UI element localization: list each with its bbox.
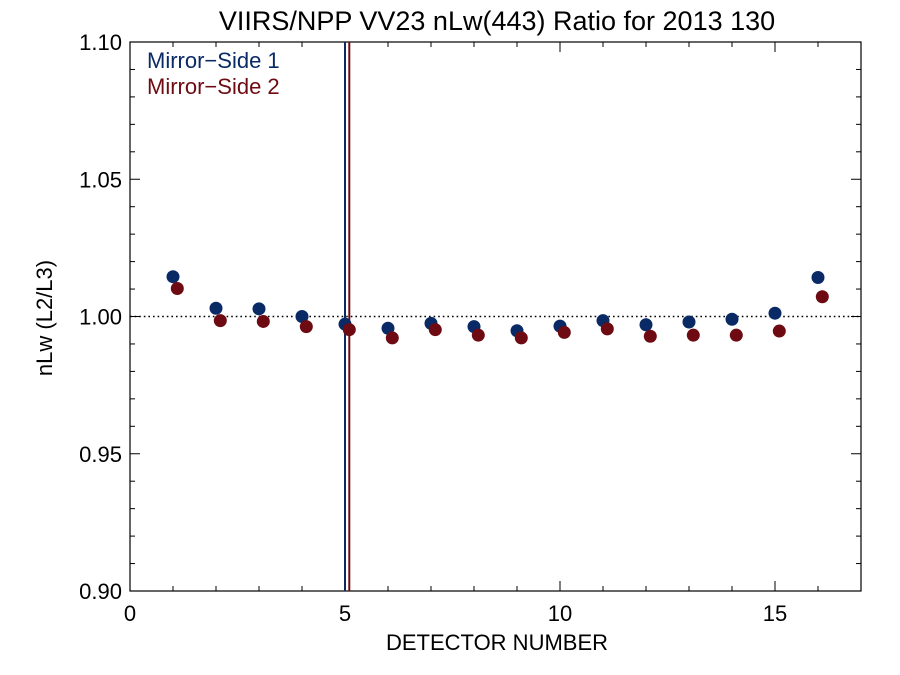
x-tick-label: 5 <box>339 601 351 626</box>
mirror-side-2-point <box>557 325 571 339</box>
mirror-side-1-point <box>209 301 223 315</box>
mirror-side-2-point <box>772 324 786 338</box>
chart-title: VIIRS/NPP VV23 nLw(443) Ratio for 2013 1… <box>219 6 775 36</box>
mirror-side-2-point <box>471 328 485 342</box>
mirror-side-1-point <box>166 270 180 284</box>
y-tick-label: 1.05 <box>79 167 122 192</box>
x-tick-label: 10 <box>548 601 572 626</box>
x-tick-label: 0 <box>124 601 136 626</box>
mirror-side-1-point <box>768 306 782 320</box>
mirror-side-2-point <box>213 314 227 328</box>
y-tick-label: 1.00 <box>79 305 122 330</box>
mirror-side-2-point <box>256 314 270 328</box>
mirror-side-1-point <box>682 315 696 329</box>
y-tick-label: 0.95 <box>79 442 122 467</box>
y-tick-label: 1.10 <box>79 30 122 55</box>
legend-entry-mirror-side-1: Mirror−Side 1 <box>147 48 280 73</box>
mirror-side-2-point <box>342 323 356 337</box>
mirror-side-2-point <box>729 328 743 342</box>
mirror-side-1-point <box>295 310 309 323</box>
y-tick-label: 0.90 <box>79 579 122 604</box>
y-axis-label: nLw (L2/L3) <box>32 260 57 376</box>
mirror-side-1-point <box>252 302 266 316</box>
legend-entry-mirror-side-2: Mirror−Side 2 <box>147 74 280 99</box>
mirror-side-1-point <box>811 271 825 285</box>
mirror-side-2-point <box>686 328 700 342</box>
x-axis-label: DETECTOR NUMBER <box>386 630 608 655</box>
mirror-side-1-point <box>725 312 739 326</box>
mirror-side-2-point <box>815 290 829 304</box>
mirror-side-2-point <box>170 282 184 296</box>
mirror-side-2-point <box>385 331 399 345</box>
mirror-side-2-point <box>643 329 657 343</box>
mirror-side-2-point <box>299 320 313 334</box>
plot-area: 0 5 10 15 0.90 0.95 1.00 1.05 1.10 <box>79 30 862 626</box>
mirror-side-2-point <box>428 323 442 337</box>
mirror-side-2-point <box>514 331 528 345</box>
mirror-side-1-point <box>639 318 653 332</box>
x-tick-label: 15 <box>763 601 787 626</box>
mirror-side-2-point <box>600 322 614 336</box>
